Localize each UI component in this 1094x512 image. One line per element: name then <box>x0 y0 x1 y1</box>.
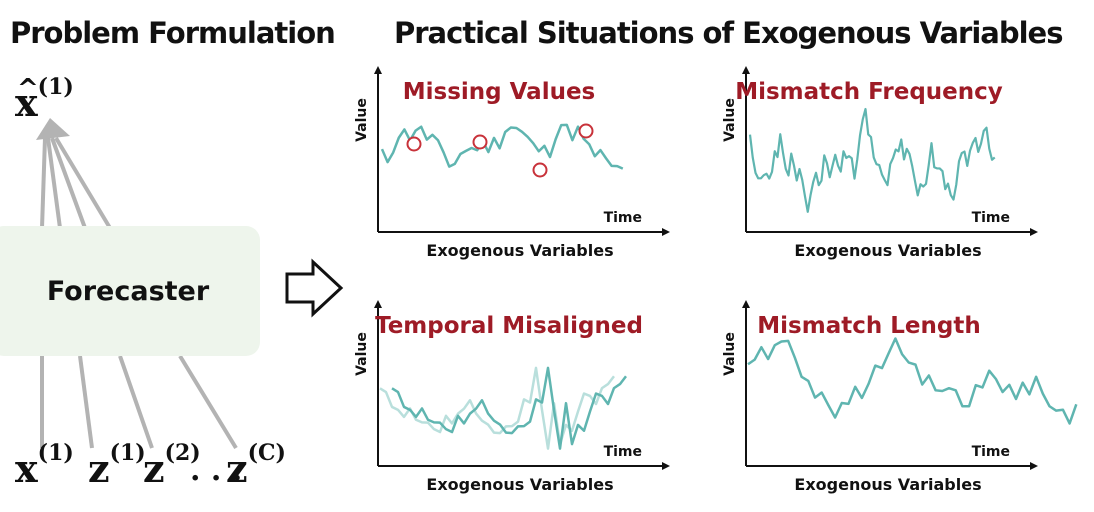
missing-marker <box>532 162 548 178</box>
forecaster-label: Forecaster <box>46 276 210 307</box>
input-z2: z(2) <box>143 440 201 491</box>
series-line <box>391 366 627 450</box>
y-arrow-icon <box>374 66 382 74</box>
x-arrow-icon <box>662 228 670 236</box>
input-z1: z(1) <box>88 440 146 491</box>
x-axis-label: Exogenous Variables <box>426 241 613 260</box>
x-arrow-icon <box>1030 228 1038 236</box>
right-arrow-icon <box>285 258 344 318</box>
right-title: Practical Situations of Exogenous Variab… <box>394 16 1063 50</box>
input-zC: z(C) <box>226 440 286 491</box>
time-label: Time <box>604 210 642 226</box>
output-variable: ^ x(1) <box>15 74 74 125</box>
y-arrow-icon <box>742 66 750 74</box>
y-axis-label: Value <box>354 98 370 142</box>
x-axis-label: Exogenous Variables <box>794 241 981 260</box>
series-line <box>748 107 996 213</box>
time-label: Time <box>972 210 1010 226</box>
series-line-shifted <box>379 366 615 450</box>
x-axis-label: Exogenous Variables <box>794 475 981 494</box>
panel-title: Missing Values <box>403 79 596 105</box>
y-axis-label: Value <box>722 332 738 376</box>
arrowhead-icon <box>36 118 70 140</box>
connector-lines <box>36 118 238 450</box>
y-arrow-icon <box>742 300 750 308</box>
panel-title: Mismatch Frequency <box>735 79 1003 105</box>
situations-charts: Missing Values Exogenous Variables Value Ti… <box>354 66 1078 494</box>
forecaster-box <box>0 226 260 356</box>
input-x1: x(1) <box>15 440 74 491</box>
x-arrow-icon <box>1030 462 1038 470</box>
panel-title: Mismatch Length <box>757 313 980 339</box>
y-axis-label: Value <box>354 332 370 376</box>
time-label: Time <box>604 444 642 460</box>
x-axis-label: Exogenous Variables <box>426 475 613 494</box>
input-ellipsis: . . . <box>190 453 243 488</box>
missing-marker <box>578 123 594 139</box>
series-line <box>747 337 1078 425</box>
x-arrow-icon <box>662 462 670 470</box>
missing-marker <box>406 136 422 152</box>
panel-title: Temporal Misaligned <box>375 313 643 339</box>
time-label: Time <box>972 444 1010 460</box>
missing-marker <box>472 134 488 150</box>
y-arrow-icon <box>374 300 382 308</box>
y-axis-label: Value <box>722 98 738 142</box>
left-title: Problem Formulation <box>10 16 336 50</box>
